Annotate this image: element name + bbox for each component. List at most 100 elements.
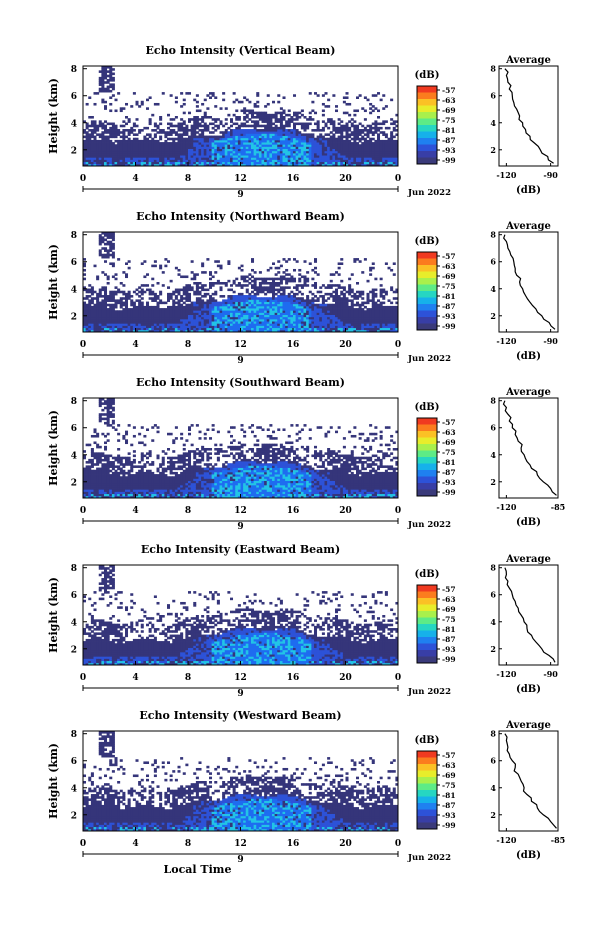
heatmap-cell [303, 139, 307, 143]
heatmap-cell [83, 327, 87, 331]
heatmap-cell [285, 273, 289, 276]
heatmap-cell [235, 297, 239, 300]
heatmap-cell [177, 303, 181, 307]
heatmap-cell [251, 286, 255, 289]
heatmap-cell [93, 314, 97, 318]
heatmap-cell [293, 118, 297, 121]
heatmap-cell [261, 161, 265, 165]
heatmap-cell [353, 161, 357, 165]
heatmap-cell [185, 142, 189, 145]
heatmap-cell [329, 316, 333, 320]
heatmap-cell [114, 131, 118, 134]
heatmap-cell [125, 152, 129, 156]
heatmap-cell [251, 155, 255, 158]
heatmap-cell [314, 310, 318, 313]
heatmap-cell [237, 327, 241, 331]
heatmap-cell [272, 279, 276, 283]
heatmap-cell [387, 157, 391, 160]
heatmap-cell [117, 299, 121, 302]
heatmap-cell [374, 303, 378, 307]
heatmap-cell [371, 122, 375, 126]
heatmap-cell [159, 161, 163, 165]
heatmap-cell [185, 129, 189, 132]
heatmap-cell [243, 301, 247, 305]
heatmap-cell [182, 152, 186, 156]
heatmap-cell [98, 135, 102, 139]
heatmap-cell [143, 146, 147, 149]
heatmap-cell [377, 122, 381, 126]
heatmap-cell [203, 152, 207, 156]
heatmap-cell [106, 234, 110, 237]
heatmap-cell [193, 131, 197, 134]
heatmap-cell [98, 305, 102, 309]
heatmap-cell [277, 161, 281, 165]
heatmap-cell [243, 299, 247, 302]
heatmap-cell [167, 137, 171, 141]
heatmap-cell [335, 152, 339, 156]
heatmap-cell [308, 321, 312, 324]
heatmap-cell [209, 96, 213, 99]
heatmap-cell [111, 238, 115, 242]
heatmap-cell [314, 157, 318, 160]
heatmap-cell [90, 122, 94, 126]
heatmap-cell [329, 279, 333, 283]
heatmap-cell [201, 131, 205, 134]
heatmap-cell [219, 301, 223, 305]
heatmap-cell [332, 321, 336, 324]
heatmap-cell [130, 301, 134, 305]
heatmap-cell [156, 303, 160, 307]
heatmap-cell [356, 295, 360, 298]
heatmap-cell [153, 264, 157, 268]
heatmap-cell [195, 109, 199, 113]
heatmap-cell [96, 133, 100, 136]
heatmap-cell [358, 163, 362, 167]
heatmap-cell [135, 316, 139, 320]
heatmap-cell [209, 142, 213, 145]
heatmap-cell [203, 305, 207, 309]
heatmap-cell [314, 258, 318, 261]
heatmap-cell [182, 120, 186, 123]
heatmap-cell [153, 155, 157, 158]
heatmap-cell [382, 321, 386, 324]
heatmap-cell [287, 120, 291, 123]
heatmap-cell [143, 325, 147, 329]
heatmap-cell [104, 321, 108, 324]
heatmap-cell [193, 120, 197, 123]
heatmap-cell [287, 122, 291, 126]
heatmap-cell [361, 150, 365, 154]
heatmap-cell [258, 113, 262, 117]
heatmap-cell [377, 163, 381, 167]
heatmap-cell [384, 146, 388, 149]
heatmap-cell [132, 314, 136, 318]
heatmap-cell [345, 96, 349, 99]
heatmap-cell [361, 129, 365, 132]
heatmap-cell [350, 325, 354, 329]
heatmap-cell [240, 303, 244, 307]
heatmap-cell [374, 312, 378, 315]
heatmap-cell [348, 299, 352, 302]
heatmap-cell [106, 242, 110, 246]
heatmap-cell [159, 135, 163, 139]
heatmap-cell [237, 116, 241, 119]
heatmap-cell [109, 247, 113, 250]
average-y-tick-label: 4 [490, 284, 496, 294]
heatmap-cell [382, 297, 386, 300]
heatmap-cell [251, 325, 255, 329]
heatmap-cell [193, 129, 197, 132]
heatmap-cell [169, 327, 173, 331]
heatmap-cell [151, 161, 155, 165]
heatmap-cell [151, 163, 155, 167]
heatmap-cell [290, 155, 294, 158]
heatmap-cell [140, 297, 144, 300]
heatmap-cell [96, 295, 100, 298]
heatmap-cell [190, 260, 194, 263]
heatmap-cell [219, 266, 223, 270]
heatmap-cell [119, 329, 123, 333]
heatmap-cell [264, 126, 268, 130]
heatmap-cell [332, 325, 336, 329]
heatmap-cell [198, 290, 202, 294]
heatmap-cell [295, 157, 299, 160]
heatmap-cell [327, 144, 331, 147]
heatmap-cell [106, 277, 110, 281]
heatmap-cell [287, 308, 291, 311]
